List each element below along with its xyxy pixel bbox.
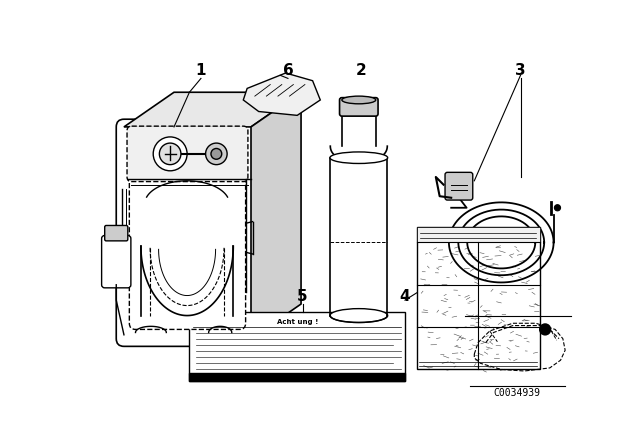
- FancyBboxPatch shape: [102, 236, 131, 288]
- Text: 6: 6: [283, 63, 293, 78]
- Circle shape: [159, 143, 181, 165]
- Text: 4: 4: [400, 289, 410, 304]
- Text: Acht ung !: Acht ung !: [276, 319, 318, 326]
- FancyBboxPatch shape: [127, 126, 248, 181]
- Bar: [417, 227, 540, 370]
- Text: 1: 1: [196, 63, 206, 78]
- Bar: [189, 312, 405, 381]
- Text: 3: 3: [515, 63, 526, 78]
- Ellipse shape: [342, 96, 376, 104]
- FancyBboxPatch shape: [105, 225, 128, 241]
- Polygon shape: [189, 373, 405, 381]
- FancyBboxPatch shape: [445, 172, 473, 200]
- Text: 2: 2: [356, 63, 367, 78]
- Polygon shape: [243, 73, 320, 116]
- FancyBboxPatch shape: [129, 175, 246, 329]
- Ellipse shape: [330, 309, 388, 323]
- Circle shape: [211, 148, 221, 159]
- Circle shape: [539, 323, 551, 336]
- Text: C0034939: C0034939: [493, 388, 540, 397]
- Text: 5: 5: [297, 289, 308, 304]
- FancyBboxPatch shape: [116, 119, 259, 346]
- Polygon shape: [251, 92, 301, 339]
- Circle shape: [554, 205, 561, 211]
- Ellipse shape: [330, 152, 388, 164]
- Polygon shape: [124, 92, 301, 127]
- FancyBboxPatch shape: [340, 98, 378, 116]
- Circle shape: [205, 143, 227, 165]
- Bar: [417, 227, 540, 242]
- Circle shape: [153, 137, 187, 171]
